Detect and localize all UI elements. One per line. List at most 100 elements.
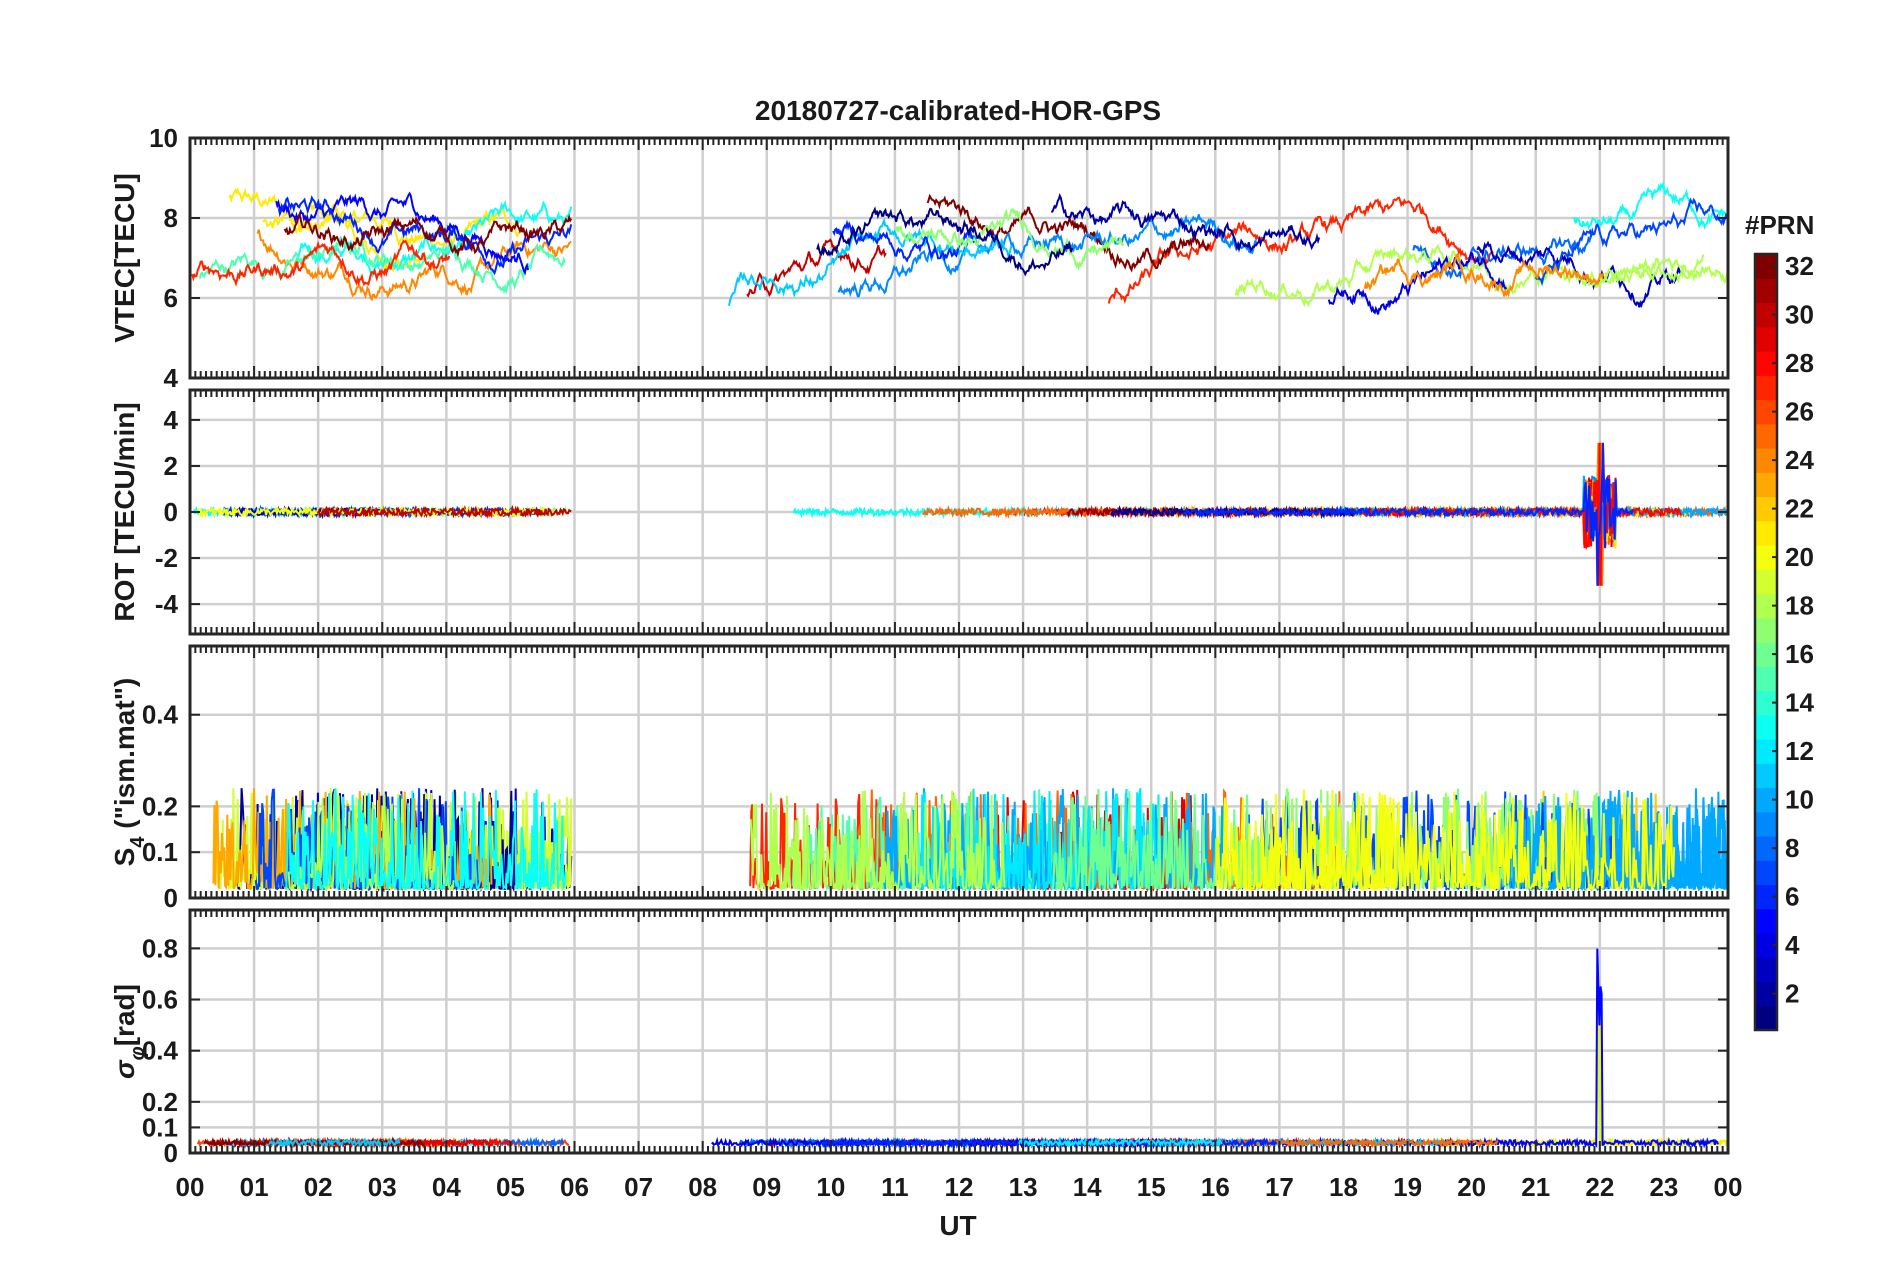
colorbar-tick-label: 24 bbox=[1785, 445, 1814, 475]
colorbar-swatch bbox=[1755, 908, 1777, 934]
colorbar-swatch bbox=[1755, 399, 1777, 425]
colorbar-swatch bbox=[1755, 666, 1777, 692]
y-tick-label: 0.4 bbox=[142, 1036, 179, 1066]
colorbar-tick-label: 8 bbox=[1785, 833, 1799, 863]
x-tick-label: 22 bbox=[1585, 1172, 1614, 1202]
x-tick-label: 14 bbox=[1073, 1172, 1102, 1202]
colorbar-swatch bbox=[1755, 254, 1777, 279]
series-line-prn-13 bbox=[285, 788, 567, 892]
colorbar-swatch bbox=[1755, 593, 1777, 619]
y-axis-label-rot: ROT [TECU/min] bbox=[109, 402, 140, 621]
colorbar-swatch bbox=[1755, 351, 1777, 376]
colorbar-tick-label: 10 bbox=[1785, 785, 1814, 815]
y-axis-label-sigma: σφ[rad] bbox=[109, 984, 149, 1079]
x-tick-label: 06 bbox=[560, 1172, 589, 1202]
series-line-prn-10 bbox=[1502, 788, 1728, 892]
series-line-prn-27 bbox=[191, 239, 451, 287]
x-tick-label: 02 bbox=[304, 1172, 333, 1202]
colorbar-tick-label: 18 bbox=[1785, 591, 1814, 621]
colorbar-swatch bbox=[1755, 472, 1777, 498]
colorbar-swatch bbox=[1755, 714, 1777, 740]
y-tick-label: 4 bbox=[164, 405, 179, 435]
x-tick-label: 16 bbox=[1201, 1172, 1230, 1202]
series-line-prn-6 bbox=[832, 219, 976, 263]
colorbar-tick-label: 2 bbox=[1785, 979, 1799, 1009]
series-line-prn-18 bbox=[287, 788, 455, 893]
colorbar-swatch bbox=[1755, 423, 1777, 449]
x-tick-label: 10 bbox=[816, 1172, 845, 1202]
colorbar-swatch bbox=[1755, 1005, 1777, 1031]
colorbar-swatch bbox=[1755, 981, 1777, 1007]
x-tick-label: 17 bbox=[1265, 1172, 1294, 1202]
y-tick-label: 0 bbox=[164, 1138, 178, 1168]
x-tick-label: 03 bbox=[368, 1172, 397, 1202]
y-tick-label: 0.6 bbox=[142, 985, 178, 1015]
y-tick-label: -4 bbox=[155, 589, 179, 619]
colorbar-tick-label: 26 bbox=[1785, 397, 1814, 427]
panel-sigma: 00.10.2 0.4 0.6 0.8 σφ[rad] bbox=[109, 908, 1730, 1168]
colorbar-frame bbox=[1753, 252, 1779, 1032]
series-line-prn-21 bbox=[1433, 1006, 1728, 1150]
panel-rot: -4 -2 0 2 4 ROT [TECU/min] bbox=[109, 388, 1730, 636]
colorbar-swatch bbox=[1755, 496, 1777, 522]
colorbar-tick-label: 6 bbox=[1785, 882, 1799, 912]
x-tick-label: 21 bbox=[1521, 1172, 1550, 1202]
series-line-prn-7 bbox=[1534, 197, 1728, 287]
colorbar-swatch bbox=[1755, 884, 1777, 910]
x-tick-label: 08 bbox=[688, 1172, 717, 1202]
series-group-s4 bbox=[212, 788, 1728, 893]
series-group-vtec bbox=[191, 181, 1728, 315]
colorbar-swatch bbox=[1755, 302, 1777, 328]
colorbar-tick-label: 14 bbox=[1785, 688, 1814, 718]
colorbar-tick-label: 16 bbox=[1785, 639, 1814, 669]
y-tick-label: 8 bbox=[164, 203, 178, 233]
x-tick-label: 00 bbox=[1714, 1172, 1743, 1202]
x-tick-label: 00 bbox=[176, 1172, 205, 1202]
x-tick-label: 05 bbox=[496, 1172, 525, 1202]
y-tick-label: 0.1 bbox=[142, 1112, 178, 1142]
y-axis-label-s4: S4 ("ism.mat") bbox=[109, 678, 149, 867]
series-line-prn-5 bbox=[275, 191, 530, 276]
series-line-prn-32 bbox=[283, 210, 573, 258]
colorbar-swatch bbox=[1755, 375, 1777, 401]
series-line-prn-19 bbox=[1546, 995, 1728, 1149]
colorbar-swatch bbox=[1755, 642, 1777, 667]
y-tick-label: 0 bbox=[164, 497, 178, 527]
series-line-prn-30 bbox=[316, 504, 572, 520]
chart-title: 20180727-calibrated-HOR-GPS bbox=[755, 95, 1161, 126]
y-tick-label: 0.1 bbox=[142, 837, 178, 867]
y-tick-label: 2 bbox=[164, 451, 178, 481]
series-line-prn-6 bbox=[1183, 442, 1634, 586]
colorbar-swatch bbox=[1755, 860, 1777, 886]
colorbar-swatch bbox=[1755, 763, 1777, 789]
y-tick-label: 0.4 bbox=[142, 700, 179, 730]
x-tick-label: 13 bbox=[1009, 1172, 1038, 1202]
colorbar-swatch bbox=[1755, 448, 1777, 473]
x-tick-labels: 00 01 02 03 04 05 06 07 08 09 10 11 12 13 14 15 16 17 18 19… bbox=[176, 1172, 1743, 1202]
x-tick-label: 15 bbox=[1137, 1172, 1166, 1202]
series-line-prn-9 bbox=[837, 214, 1258, 298]
y-tick-label: -2 bbox=[155, 543, 178, 573]
series-line-prn-13 bbox=[1572, 181, 1728, 231]
series-line-prn-2 bbox=[1050, 193, 1321, 253]
colorbar-swatch bbox=[1755, 811, 1777, 837]
colorbar-tick-label: 28 bbox=[1785, 348, 1814, 378]
colorbar-swatch bbox=[1755, 957, 1777, 983]
series-line-prn-32 bbox=[926, 193, 1211, 273]
colorbar-swatch bbox=[1755, 326, 1777, 352]
y-tick-label: 0.2 bbox=[142, 791, 178, 821]
colorbar-swatch bbox=[1755, 617, 1777, 643]
series-line-prn-12 bbox=[1018, 1136, 1223, 1150]
x-tick-label: 11 bbox=[881, 1172, 909, 1202]
panel-vtec: 4 6 8 10 VTEC[TECU] bbox=[109, 123, 1730, 393]
y-tick-label: 0.2 bbox=[142, 1087, 178, 1117]
y-tick-label: 4 bbox=[164, 363, 179, 393]
y-tick-label: 10 bbox=[149, 123, 178, 153]
colorbar-tick-label: 32 bbox=[1785, 251, 1814, 281]
colorbar-tick-label: 20 bbox=[1785, 542, 1814, 572]
x-tick-label: 19 bbox=[1393, 1172, 1422, 1202]
series-line-prn-18 bbox=[749, 790, 1006, 893]
